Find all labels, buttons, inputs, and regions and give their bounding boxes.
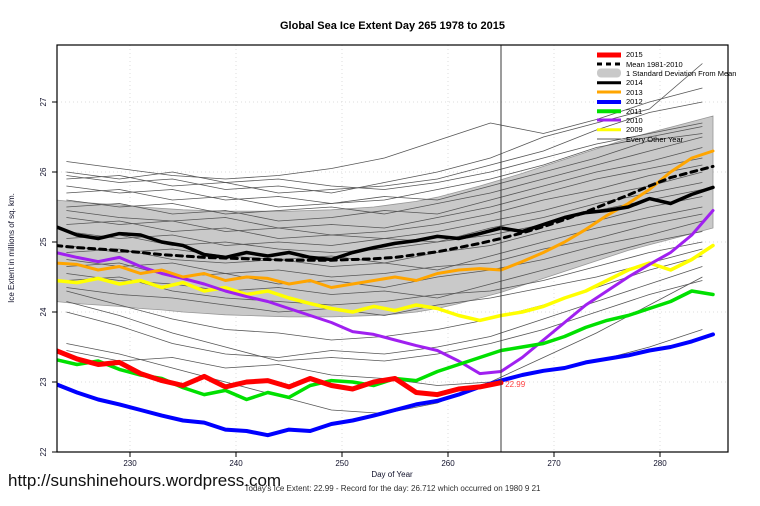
legend-label: 2010 — [626, 115, 643, 125]
std-dev-band — [57, 115, 714, 318]
y-axis-label: Ice Extent in millions of sq. km. — [7, 193, 16, 303]
series-2012 — [57, 332, 715, 438]
y-tick-label: 22 — [39, 447, 48, 456]
legend-item: 2009 — [597, 125, 736, 134]
other-year-line — [66, 164, 703, 236]
other-year-line — [66, 280, 703, 362]
x-tick-label: 240 — [229, 459, 243, 468]
other-year-line — [66, 126, 703, 204]
legend: 2015 Mean 1981-2010 1 Standard Deviation F… — [597, 50, 736, 144]
legend-swatch — [597, 78, 621, 87]
series-2014 — [57, 185, 715, 262]
x-tick-label: 270 — [547, 459, 561, 468]
x-tick-label: 250 — [335, 459, 349, 468]
x-axis-label: Day of Year — [371, 470, 413, 479]
y-tick-label: 23 — [39, 377, 48, 386]
series-2010 — [57, 209, 715, 376]
legend-item: 1 Standard Deviation From Mean — [597, 68, 737, 78]
other-year-line — [66, 206, 703, 271]
legend-item: 2011 — [597, 106, 736, 116]
other-year-line — [66, 63, 703, 194]
series-2013 — [57, 149, 715, 289]
legend-swatch — [597, 88, 621, 97]
legend-item: 2014 — [597, 78, 736, 87]
legend-label: 2013 — [626, 87, 643, 97]
legend-swatch — [597, 50, 621, 59]
series-2009 — [57, 243, 715, 323]
legend-item: 2015 — [597, 50, 736, 59]
legend-swatch — [597, 107, 621, 116]
plot-generated-content: 22.99 230 240 250 260 270 280 22 23 24 25 26 27 — [39, 44, 729, 468]
other-year-line — [66, 122, 703, 190]
y-tick-label: 26 — [39, 167, 48, 176]
other-year-line — [66, 147, 703, 222]
chart-title: Global Sea Ice Extent Day 265 1978 to 20… — [279, 20, 505, 32]
plot-content — [57, 45, 715, 452]
x-tick-label: 230 — [123, 459, 137, 468]
legend-item: 2010 — [597, 116, 736, 125]
legend-label: Mean 1981-2010 — [626, 59, 683, 69]
legend-label: 2015 — [626, 50, 643, 60]
other-year-line — [66, 241, 703, 306]
other-year-line — [66, 266, 703, 358]
axes: 230 240 250 260 270 280 22 23 24 25 26 27 — [39, 97, 667, 468]
legend-label: 2014 — [626, 78, 643, 88]
series-2015 — [57, 348, 504, 398]
legend-label: 2009 — [626, 125, 643, 135]
other-year-line — [66, 182, 703, 246]
legend-label: 1 Standard Deviation From Mean — [626, 68, 737, 78]
site-url: http://sunshinehours.wordpress.com — [8, 471, 282, 490]
legend-item: 2012 — [597, 97, 736, 106]
other-year-line — [66, 248, 703, 316]
other-year-line — [66, 87, 703, 180]
footer-caption: Today's Ice Extent: 22.99 - Record for t… — [244, 484, 541, 493]
legend-label: 2011 — [626, 106, 643, 116]
legend-item: 2013 — [597, 88, 736, 97]
legend-item: Mean 1981-2010 — [597, 59, 736, 69]
legend-label: Every Other Year — [626, 134, 684, 144]
x-tick-label: 260 — [441, 459, 455, 468]
other-year-line — [66, 133, 703, 208]
other-year-line — [66, 213, 703, 278]
y-tick-label: 25 — [39, 237, 48, 246]
legend-label: 2012 — [626, 97, 643, 107]
x-tick-label: 280 — [653, 459, 667, 468]
other-year-line — [66, 136, 703, 215]
legend-swatch — [597, 97, 621, 106]
legend-swatch — [597, 135, 621, 144]
legend-swatch — [597, 125, 621, 134]
legend-swatch — [597, 60, 621, 69]
series-mean-1981-2010 — [57, 164, 715, 262]
y-tick-label: 27 — [39, 97, 48, 106]
current-value-annotation: 22.99 — [505, 380, 526, 389]
legend-swatch — [597, 68, 621, 78]
plot-box — [56, 44, 729, 453]
legend-swatch — [597, 116, 621, 125]
other-year-line — [66, 101, 703, 194]
legend-item: Every Other Year — [597, 135, 736, 144]
y-tick-label: 24 — [39, 307, 48, 316]
